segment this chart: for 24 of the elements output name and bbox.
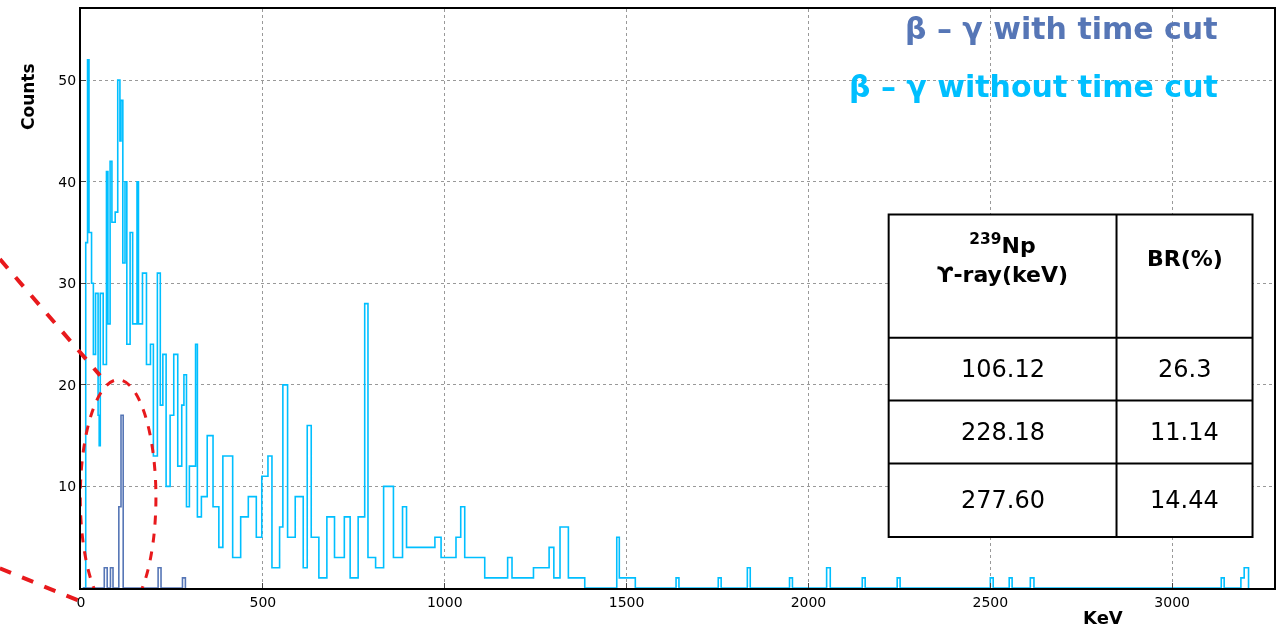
annotation: 106.12 (961, 355, 1045, 383)
text: β – γ without time cut (849, 69, 1218, 104)
annotation: 277.60 (961, 486, 1045, 514)
x-tick-label: 1000 (426, 593, 463, 610)
y-tick-label: 40 (58, 173, 77, 190)
annotation: BR(%) (1147, 246, 1223, 271)
y-axis-title: Counts (17, 63, 38, 130)
annotation: 11.14 (1150, 418, 1219, 446)
y-tick-label: 30 (58, 275, 77, 292)
y-tick-label: 10 (58, 478, 77, 495)
annotation: 14.44 (1150, 486, 1219, 514)
annotation: $^{239}$Np ϒ-ray(keV) (937, 230, 1069, 287)
x-tick-label: 2500 (972, 593, 1009, 610)
x-tick-label: 0 (76, 593, 86, 610)
x-tick-label: 1500 (608, 593, 645, 610)
annotation: 228.18 (961, 418, 1045, 446)
x-tick-label: 3000 (1154, 593, 1190, 610)
x-axis-title: KeV (1083, 607, 1123, 628)
annotation: 26.3 (1158, 355, 1212, 383)
x-tick-label: 500 (249, 593, 277, 610)
x-tick-label: 2000 (790, 593, 827, 610)
y-tick-label: 50 (58, 72, 77, 89)
y-tick-label: 20 (58, 376, 77, 393)
text: β – γ with time cut (905, 11, 1218, 46)
